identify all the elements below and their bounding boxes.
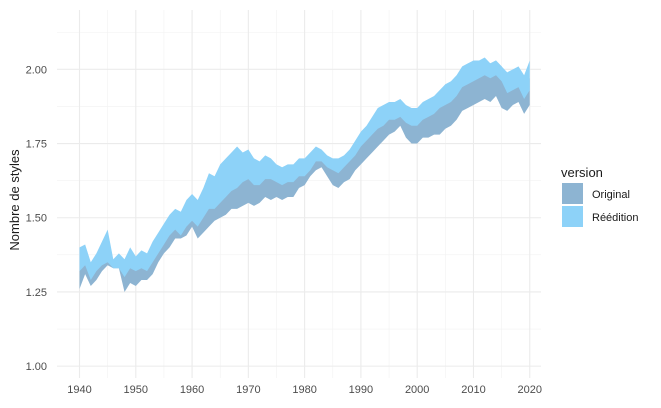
x-tick-label: 1960	[180, 384, 204, 396]
x-tick-label: 1950	[124, 384, 148, 396]
x-tick-label: 1970	[236, 384, 260, 396]
y-axis-title: Nombre de styles	[7, 149, 22, 251]
y-tick-label: 1.75	[26, 139, 47, 151]
y-tick-label: 1.50	[26, 213, 47, 225]
x-tick-label: 2020	[518, 384, 542, 396]
series-areas	[79, 57, 530, 292]
y-tick-label: 1.00	[26, 361, 47, 373]
x-tick-label: 1940	[67, 384, 91, 396]
x-tick-label: 2010	[461, 384, 485, 396]
y-axis-ticks: 1.00 1.25 1.50 1.75 2.00	[26, 64, 47, 373]
legend-label: Réédition	[592, 212, 638, 224]
legend-items: Original Réédition	[562, 183, 638, 227]
grid	[57, 10, 541, 378]
legend-title: version	[561, 165, 603, 180]
area-original	[79, 60, 530, 292]
legend: version Original Réédition	[561, 165, 638, 227]
area-reedition	[79, 57, 530, 281]
y-tick-label: 1.25	[26, 287, 47, 299]
x-tick-label: 2000	[405, 384, 429, 396]
x-tick-label: 1990	[349, 384, 373, 396]
legend-label: Original	[592, 189, 630, 201]
x-tick-label: 1980	[292, 384, 316, 396]
legend-key	[562, 206, 583, 227]
y-tick-label: 2.00	[26, 64, 47, 76]
x-axis-ticks: 1940 1950 1960 1970 1980 1990 2000 2010 2020	[67, 384, 542, 396]
legend-key	[562, 183, 583, 204]
